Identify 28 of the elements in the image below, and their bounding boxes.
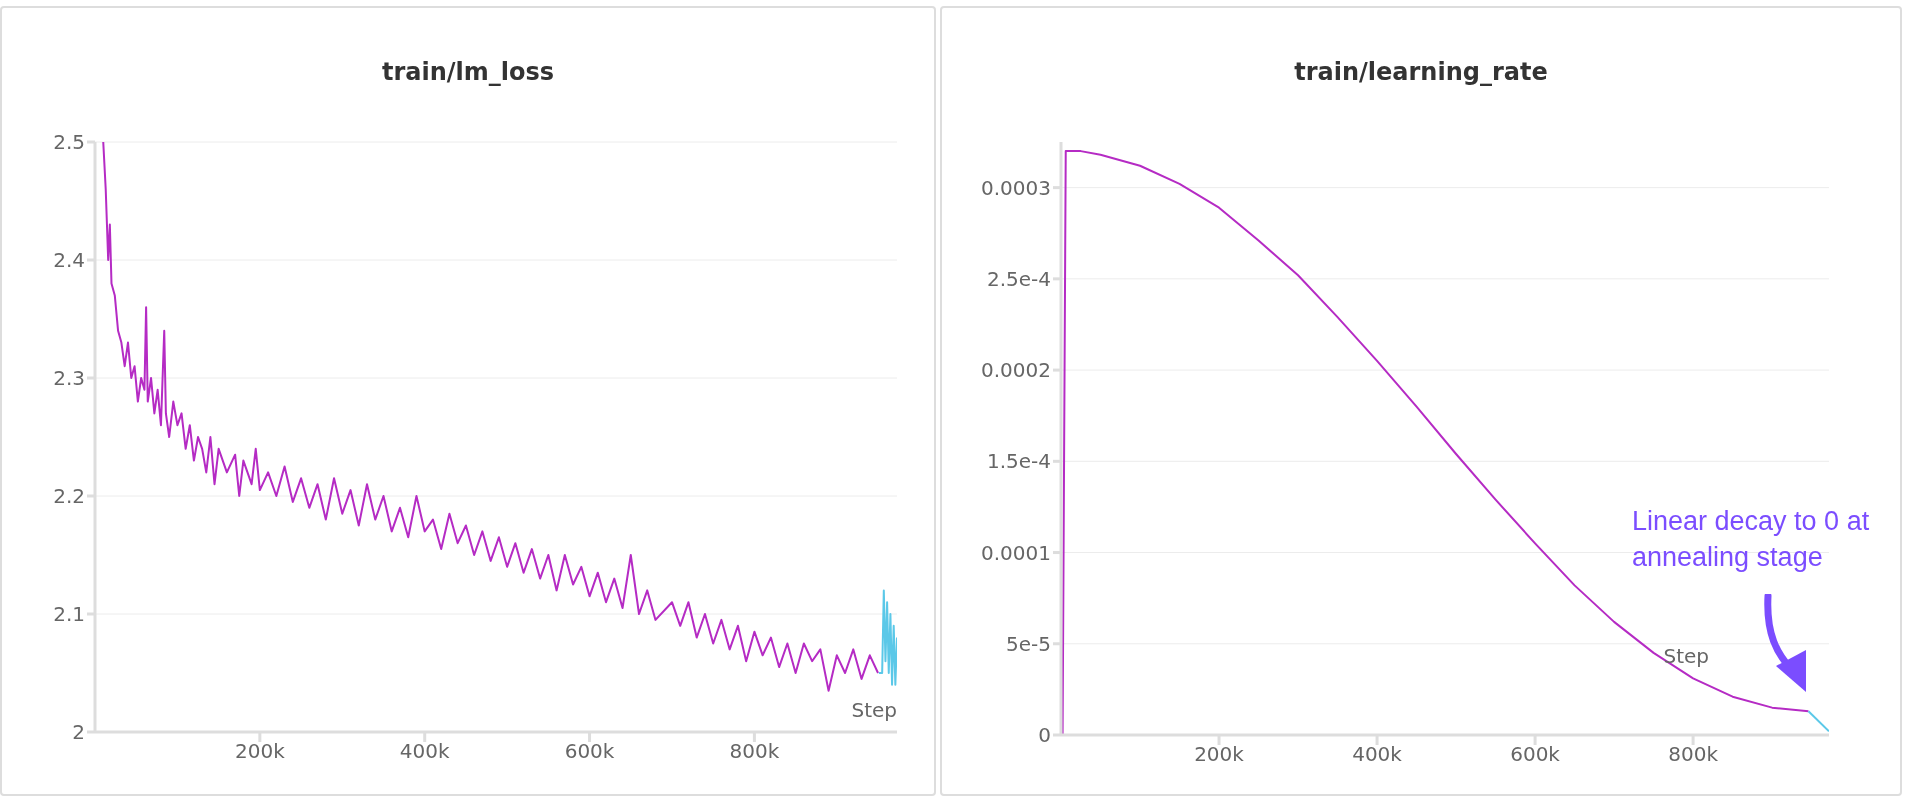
x-axis-title: Step xyxy=(1662,644,1709,668)
y-tick-label: 2 xyxy=(72,720,85,745)
y-tick-label: 2.2 xyxy=(53,484,85,509)
y-tick-label: 5e-5 xyxy=(1006,631,1051,656)
y-tick-label: 2.5 xyxy=(53,130,85,155)
y-tick-label: 2.1 xyxy=(53,602,85,627)
x-axis-title: Step xyxy=(850,698,897,722)
x-tick-label: 400k xyxy=(399,739,450,764)
x-tick-label: 600k xyxy=(564,739,615,764)
line-series xyxy=(102,142,880,692)
chart-title: train/learning_rate xyxy=(1293,58,1549,86)
x-tick-label: 400k xyxy=(1352,742,1403,767)
annotation: Linear decay to 0 at annealing stage xyxy=(1632,505,1871,574)
x-tick-label: 600k xyxy=(1510,742,1561,767)
y-tick-label: 2.3 xyxy=(53,366,85,391)
y-tick-label: 0.0003 xyxy=(981,175,1051,200)
x-tick-label: 800k xyxy=(1668,742,1719,767)
x-tick-label: 200k xyxy=(1194,742,1245,767)
x-tick-label: 200k xyxy=(234,739,286,764)
y-tick-label: 2.5e-4 xyxy=(986,266,1051,291)
y-tick-label: 2.4 xyxy=(53,248,85,273)
line-series xyxy=(877,589,897,686)
x-tick-label: 800k xyxy=(729,739,780,764)
chart-title: train/lm_loss xyxy=(380,58,556,86)
y-tick-label: 0.0002 xyxy=(981,358,1051,383)
y-tick-label: 1.5e-4 xyxy=(986,449,1051,474)
y-tick-label: 0.0001 xyxy=(981,540,1051,565)
y-tick-label: 0 xyxy=(1038,723,1051,748)
